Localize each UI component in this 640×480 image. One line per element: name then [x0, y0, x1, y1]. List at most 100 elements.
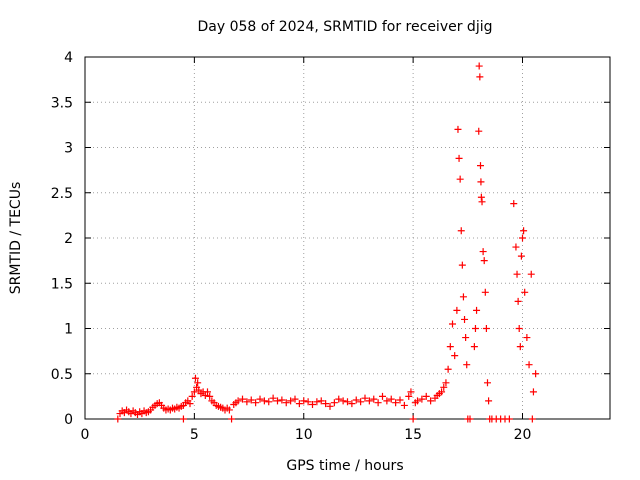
data-point: [479, 248, 487, 256]
data-point: [348, 400, 356, 408]
x-tick-label: 20: [514, 427, 532, 443]
y-tick-label: 1.5: [51, 276, 73, 292]
data-point: [529, 388, 537, 396]
data-point: [461, 315, 469, 323]
data-point: [414, 397, 421, 405]
data-point: [476, 73, 484, 81]
data-point: [477, 193, 485, 201]
data-point: [252, 399, 260, 407]
data-point: [453, 306, 461, 314]
data-point: [313, 398, 321, 406]
data-point: [269, 394, 277, 402]
data-point: [228, 415, 236, 423]
data-point: [463, 361, 471, 369]
y-tick-label: 2: [64, 231, 73, 247]
data-point: [457, 227, 465, 235]
data-point: [517, 252, 525, 260]
data-point: [478, 198, 486, 206]
data-point: [225, 406, 233, 414]
data-point: [449, 320, 456, 328]
data-point: [335, 395, 343, 403]
data-point: [458, 261, 466, 269]
data-point: [365, 397, 373, 405]
data-point: [477, 178, 485, 186]
data-point: [418, 395, 426, 403]
data-point: [520, 227, 528, 235]
data-point: [304, 398, 312, 406]
data-point: [194, 379, 202, 387]
data-point: [523, 334, 531, 342]
y-tick-label: 0: [64, 412, 73, 428]
data-point: [400, 401, 408, 409]
data-point: [287, 397, 295, 405]
data-point: [525, 361, 533, 369]
data-point: [532, 370, 540, 378]
chart-title: Day 058 of 2024, SRMTID for receiver dji…: [198, 19, 493, 35]
data-point: [188, 392, 196, 400]
data-point: [282, 399, 290, 407]
data-point: [480, 257, 488, 265]
data-point: [392, 399, 400, 407]
data-point: [444, 365, 452, 373]
data-point: [370, 395, 378, 403]
data-point: [471, 325, 479, 332]
data-point: [454, 125, 462, 133]
data-point: [455, 154, 463, 162]
data-point: [427, 397, 435, 405]
data-point: [274, 397, 281, 405]
data-point: [459, 293, 467, 301]
data-point: [456, 175, 464, 183]
data-point: [352, 396, 360, 404]
data-point: [473, 306, 481, 314]
data-point: [247, 396, 255, 404]
data-point: [451, 352, 459, 360]
data-point: [256, 395, 264, 403]
data-point: [485, 397, 493, 405]
data-point: [326, 402, 334, 410]
data-point: [462, 334, 470, 342]
data-point: [239, 395, 246, 403]
data-point: [330, 399, 338, 407]
data-point: [510, 200, 518, 208]
data-point: [344, 398, 351, 406]
y-tick-label: 1: [64, 322, 73, 338]
data-point: [466, 415, 474, 423]
data-point: [422, 392, 430, 400]
data-point: [515, 325, 523, 332]
y-axis-label: SRMTID / TECUs: [8, 182, 24, 295]
data-point: [442, 379, 450, 387]
data-point: [481, 288, 489, 296]
data-point: [528, 415, 536, 423]
data-point: [361, 394, 369, 402]
y-tick-label: 4: [64, 50, 73, 66]
data-point: [201, 391, 209, 399]
data-point: [383, 397, 391, 405]
axes: [84, 56, 611, 420]
data-point: [477, 162, 484, 170]
data-point: [396, 396, 404, 404]
data-point: [521, 288, 529, 296]
y-tick-label: 2.5: [51, 186, 73, 202]
data-point: [234, 397, 242, 405]
data-point: [409, 415, 417, 423]
data-point: [505, 415, 513, 423]
x-tick-label: 10: [295, 427, 313, 443]
data-point: [475, 127, 483, 135]
data-point: [519, 234, 526, 242]
data-point: [278, 396, 286, 404]
data-point: [407, 388, 415, 396]
data-point: [512, 243, 520, 251]
data-point: [179, 415, 187, 423]
data-points: [114, 62, 540, 423]
data-point: [482, 325, 490, 332]
data-point: [317, 397, 325, 405]
data-point: [387, 395, 395, 403]
data-point: [516, 343, 524, 351]
data-point: [204, 388, 211, 396]
tick-labels: 0 5 10 15 20 0 0.5 1 1.5 2 2.5 3 3.5 4: [51, 50, 532, 443]
data-point: [195, 386, 203, 394]
data-point: [265, 398, 273, 406]
data-point: [260, 397, 268, 405]
data-point: [475, 62, 483, 70]
